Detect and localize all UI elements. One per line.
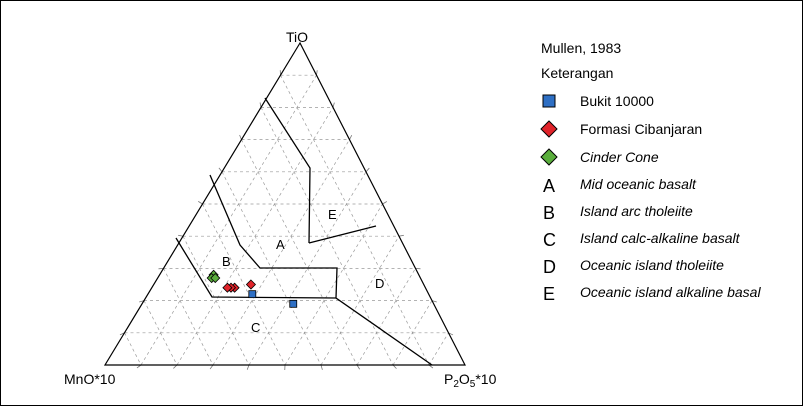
boundary-a-d	[333, 267, 433, 366]
cinder-cone-point	[210, 272, 221, 284]
sample-points	[206, 269, 298, 308]
field-boundaries	[175, 97, 433, 366]
legend-citation: Mullen, 1983	[541, 40, 621, 56]
legend-field-label: Island arc tholeiite	[580, 203, 693, 219]
vertex-top-label: TiO	[286, 29, 308, 45]
legend-field-letter: D	[543, 257, 556, 277]
grid-line	[212, 139, 350, 366]
edge-tick	[398, 234, 404, 237]
legend-field-letter: E	[543, 284, 555, 304]
grid-line	[320, 236, 400, 366]
grid-line	[143, 300, 178, 366]
edge-tick	[246, 364, 250, 370]
field-label-b: B	[222, 254, 231, 269]
boundary-b-c	[175, 237, 337, 299]
boundary-a-e	[264, 97, 311, 244]
edge-tick	[218, 167, 223, 173]
field-label-a: A	[276, 237, 285, 252]
edge-tick	[198, 201, 203, 205]
boundary-a-b	[209, 174, 333, 269]
grid-line	[202, 203, 286, 366]
edge-tick	[349, 134, 353, 140]
bukit-10000-point	[248, 290, 257, 299]
grid-line	[392, 300, 433, 366]
vertex-left-label: MnO*10	[64, 371, 116, 387]
edge-tick	[209, 364, 214, 370]
legend-field-letter: C	[543, 230, 556, 250]
vertex-right-label: P2O5*10	[444, 371, 497, 390]
legend-field-label: Island calc-alkaline basalt	[580, 230, 741, 246]
edge-tick	[392, 364, 397, 369]
grid-line	[284, 203, 383, 366]
edge-tick	[356, 364, 360, 370]
formasi-cibanjaran-point	[222, 282, 233, 293]
edge-tick	[239, 134, 242, 140]
legend-field-letter: A	[543, 176, 555, 196]
field-label-e: E	[328, 207, 337, 222]
grid-line	[182, 236, 250, 366]
formasi-cibanjaran-point	[245, 279, 257, 290]
legend-field-label: Oceanic island alkaline basal	[580, 284, 761, 300]
grid-line	[428, 332, 449, 366]
grid-line	[241, 139, 358, 366]
edge-tick	[365, 167, 370, 173]
legend: Mullen, 1983 Keterangan Bukit 10000 Form…	[540, 40, 761, 304]
grid-line	[280, 75, 430, 366]
boundary-e	[308, 225, 377, 244]
legend-green-diamond-marker	[540, 148, 558, 166]
edge-tick	[320, 364, 323, 370]
legend-field-label: Mid oceanic basalt	[580, 176, 697, 192]
grid-line	[356, 268, 416, 366]
legend-square-marker	[542, 94, 556, 108]
legend-field-letter: B	[543, 203, 555, 223]
ternary-grid	[124, 74, 449, 366]
legend-series-label: Formasi Cibanjaran	[580, 121, 702, 137]
grid-line	[124, 332, 142, 366]
field-label-d: D	[375, 276, 384, 291]
ternary-ticks	[119, 70, 454, 371]
legend-heading: Keterangan	[541, 65, 613, 81]
legend-series-label: Bukit 10000	[580, 93, 654, 109]
legend-series-label: Cinder Cone	[580, 149, 659, 165]
edge-tick	[178, 234, 184, 237]
field-label-c: C	[251, 320, 260, 335]
edge-tick	[382, 201, 388, 205]
ternary-triangle	[103, 41, 466, 366]
grid-line	[163, 268, 214, 366]
legend-field-label: Oceanic island tholeiite	[580, 257, 724, 273]
legend-red-diamond-marker	[540, 120, 558, 138]
bukit-10000-point	[289, 299, 298, 308]
